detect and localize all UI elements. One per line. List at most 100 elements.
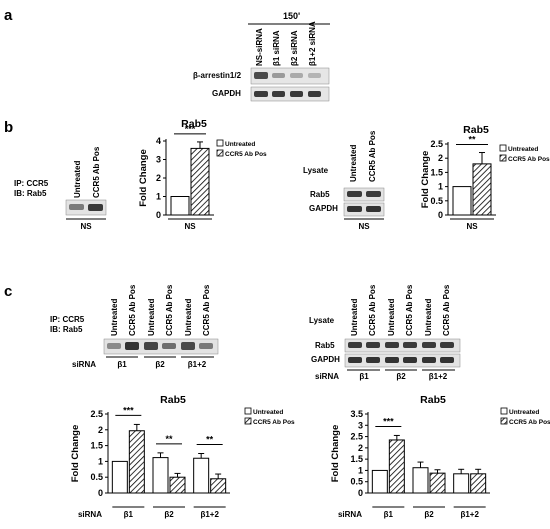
significance-label: *** <box>123 405 134 415</box>
time-label: 150' <box>283 11 300 21</box>
lane-label: Untreated <box>147 299 156 336</box>
legend-label: Untreated <box>508 146 538 153</box>
chart-c-ip-fold-change: 0 0.5 1 1.5 2 2.5 Rab5 Fold Change β1 β2 β1+2 siRNA… <box>70 394 295 519</box>
blot-band <box>290 91 303 97</box>
blot-band <box>272 91 285 97</box>
chart-title: Rab5 <box>420 394 446 406</box>
y-axis-label: Fold Change <box>330 425 341 483</box>
blot-band <box>422 357 436 363</box>
row-label: β-arrestin1/2 <box>193 71 242 80</box>
y-tick-label: 2 <box>438 153 443 163</box>
group-label: β1+2 <box>188 360 207 369</box>
blot-c-ip <box>103 338 219 355</box>
blot-band <box>144 342 158 350</box>
lane-label: β2 siRNA <box>290 30 299 66</box>
y-axis-label: Fold Change <box>420 151 431 209</box>
blot-band <box>348 342 362 348</box>
legend-label: CCR5 Ab Pos <box>508 156 550 163</box>
lane-label: CCR5 Ab Pos <box>92 146 101 198</box>
y-tick-label: 2 <box>358 443 363 453</box>
legend-label: Untreated <box>225 141 255 148</box>
lane-label: NS-siRNA <box>255 28 264 66</box>
blot-band <box>181 342 195 350</box>
category-label: β1 <box>124 510 134 519</box>
bar <box>453 473 470 494</box>
blot-c-lysate <box>344 338 461 368</box>
legend-swatch <box>216 149 224 157</box>
legend-swatch <box>499 154 507 162</box>
row-label: GAPDH <box>311 355 340 364</box>
bar <box>152 457 169 494</box>
y-tick-label: 1.5 <box>350 454 363 464</box>
lane-label: β1 siRNA <box>272 30 281 66</box>
category-label: β2 <box>424 510 434 519</box>
group-label: NS <box>358 222 370 231</box>
group-label: NS <box>80 222 92 231</box>
group-label: β1 <box>117 360 127 369</box>
blot-band <box>272 73 285 78</box>
panel-letter-a: a <box>4 7 13 24</box>
y-tick-label: 0 <box>98 488 103 498</box>
bar <box>193 457 210 494</box>
y-tick-label: 3 <box>156 155 161 165</box>
bar <box>111 460 128 494</box>
lane-label: CCR5 Ab Pos <box>202 284 211 336</box>
lane-label: Untreated <box>387 299 396 336</box>
x-axis-label: siRNA <box>338 510 362 519</box>
bar <box>472 163 492 216</box>
blot-band <box>199 343 213 349</box>
category-label: β1+2 <box>200 510 219 519</box>
lane-label: CCR5 Ab Pos <box>368 284 377 336</box>
bar <box>412 467 429 494</box>
significance-label: ** <box>206 435 214 445</box>
blot-band <box>366 342 380 348</box>
bar <box>210 478 227 494</box>
blot-band <box>440 357 454 363</box>
chart-title: Rab5 <box>463 124 489 136</box>
bar <box>388 439 405 494</box>
blot-band <box>440 342 454 348</box>
lane-label: Untreated <box>110 299 119 336</box>
significance-label: *** <box>383 416 394 426</box>
blot-band <box>308 73 321 78</box>
group-brackets-c-ip: β1 β2 β1+2 <box>106 356 214 369</box>
blot-band <box>308 91 321 97</box>
sirna-label: siRNA <box>72 360 96 369</box>
lane-label: Untreated <box>73 161 82 198</box>
blot-a <box>250 67 330 102</box>
lysate-label: Lysate <box>309 316 335 325</box>
blot-band <box>403 342 417 348</box>
chart-c-lysate-fold-change: 00.5 11.522.5 33.5 Rab5 Fold Change β1 β2 β1+2 s… <box>330 394 550 519</box>
bar <box>190 147 210 216</box>
row-label: Rab5 <box>310 190 330 199</box>
legend-label: CCR5 Ab Pos <box>509 419 550 426</box>
lane-label: CCR5 Ab Pos <box>165 284 174 336</box>
blot-band <box>385 342 399 348</box>
blot-band <box>348 357 362 363</box>
group-label: β2 <box>155 360 165 369</box>
blot-band <box>403 357 417 363</box>
blot-band <box>366 357 380 363</box>
y-axis-label: Fold Change <box>138 149 149 207</box>
blot-b-lysate <box>343 187 385 217</box>
blot-band <box>366 191 381 197</box>
group-label: β2 <box>396 372 406 381</box>
ip-label: IP: CCR5 <box>50 315 85 324</box>
blot-band <box>88 204 103 211</box>
category-label: β1 <box>384 510 394 519</box>
significance-label: ** <box>165 434 173 444</box>
blot-band <box>254 72 268 79</box>
lysate-label: Lysate <box>303 166 329 175</box>
row-label: GAPDH <box>212 89 241 98</box>
y-tick-label: 1.5 <box>430 167 443 177</box>
y-tick-label: 2.5 <box>90 409 103 419</box>
lane-label: CCR5 Ab Pos <box>405 284 414 336</box>
y-tick-label: 0.5 <box>430 196 443 206</box>
blot-band <box>366 206 381 212</box>
chart-b-lysate-fold-change: 0 0.5 1 1.5 2 2.5 Rab5 Fold Change NS ** Untreated… <box>420 124 550 231</box>
y-tick-label: 1 <box>438 182 443 192</box>
y-tick-label: 4 <box>156 136 161 146</box>
lane-label: CCR5 Ab Pos <box>442 284 451 336</box>
significance-label: ** <box>468 135 476 145</box>
lane-label: CCR5 Ab Pos <box>128 284 137 336</box>
